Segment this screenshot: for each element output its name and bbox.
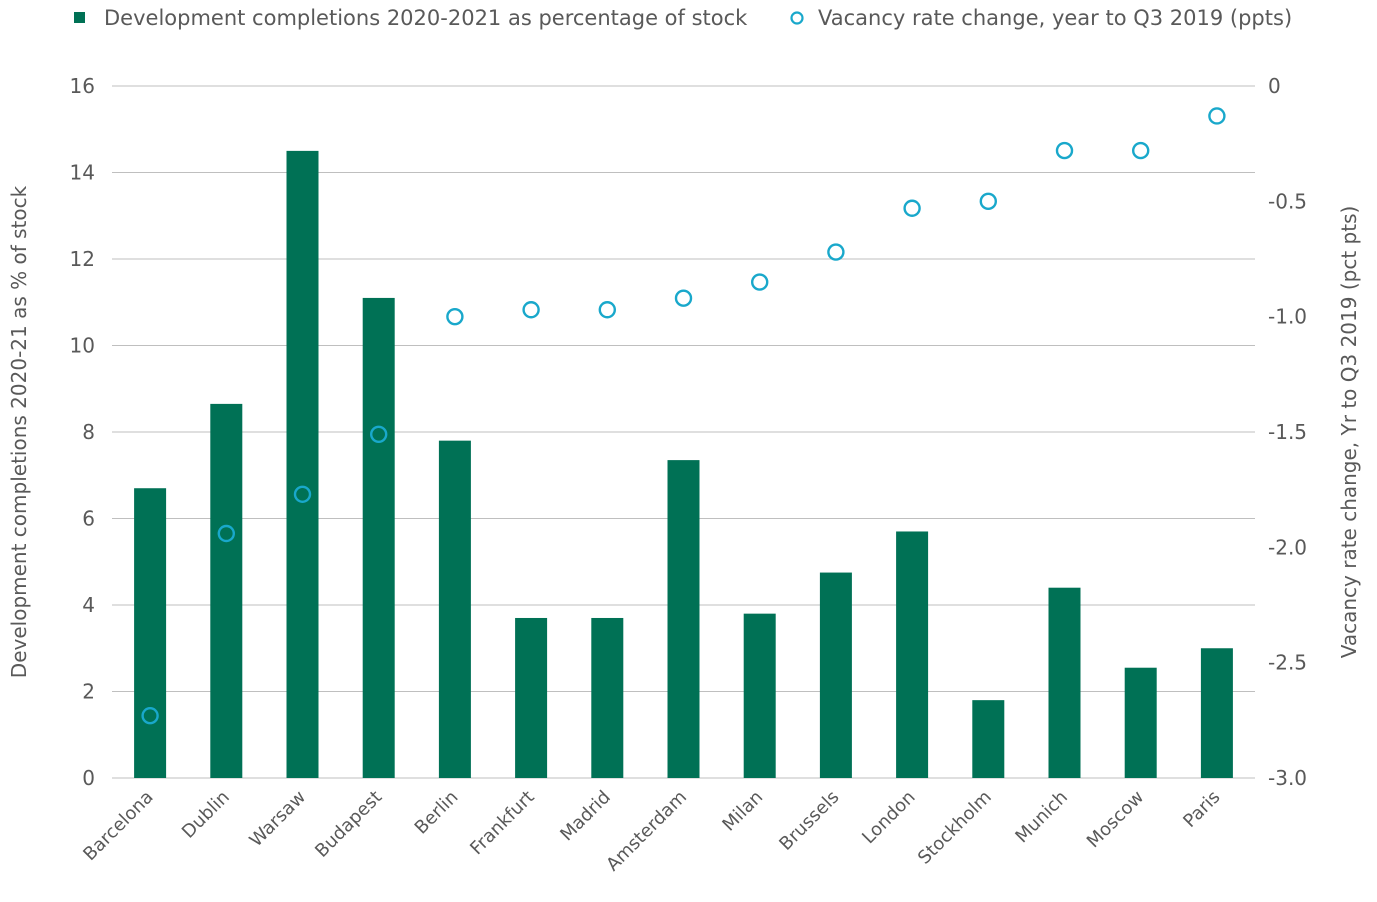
category-label: Stockholm: [914, 787, 996, 869]
point-milan: [751, 273, 769, 291]
point-berlin: [446, 307, 464, 326]
bar-dublin: [210, 403, 243, 778]
right-axis-tick-label: -1.0: [1268, 305, 1307, 329]
point-frankfurt: [522, 301, 540, 319]
bar-budapest: [362, 297, 395, 778]
left-axis-tick-label: 8: [82, 420, 95, 444]
bar-brussels: [819, 572, 852, 778]
left-axis-tick-label: 4: [82, 593, 95, 617]
category-label: Madrid: [556, 787, 615, 846]
point-amsterdam: [674, 289, 693, 307]
category-label: Munich: [1011, 787, 1072, 848]
bar-warsaw: [286, 150, 319, 778]
category-label: Budapest: [311, 787, 386, 862]
category-label: Berlin: [411, 787, 463, 839]
right-axis-tick-label: 0: [1268, 74, 1281, 98]
point-dublin: [217, 524, 236, 543]
scatter-series: [141, 107, 1226, 725]
right-axis-ticks: 0 -0.5 -1.0 -1.5 -2.0 -2.5 -3.0: [1268, 74, 1307, 790]
left-axis-title: Development completions 2020-21 as % of …: [7, 185, 31, 678]
category-label: Moscow: [1083, 787, 1148, 852]
category-label: Barcelona: [79, 787, 157, 865]
legend-label-bars: Development completions 2020-2021 as per…: [104, 6, 748, 30]
point-moscow: [1131, 141, 1150, 160]
category-label: Warsaw: [246, 787, 311, 852]
right-axis-tick-label: -2.5: [1268, 651, 1307, 675]
bar-moscow: [1124, 667, 1157, 778]
bar-berlin: [438, 440, 471, 778]
left-axis-tick-label: 10: [70, 334, 95, 358]
bar-london: [896, 531, 929, 778]
left-axis-tick-label: 0: [82, 766, 95, 790]
category-label: Frankfurt: [466, 787, 538, 859]
legend: Development completions 2020-2021 as per…: [74, 6, 1292, 30]
bar-frankfurt: [515, 617, 548, 778]
category-label: Amsterdam: [602, 787, 691, 876]
bar-stockholm: [972, 700, 1005, 778]
category-label: Paris: [1179, 787, 1224, 832]
point-munich: [1055, 141, 1074, 160]
category-label: Milan: [718, 787, 767, 836]
bar-madrid: [591, 617, 624, 778]
point-stockholm: [979, 192, 997, 211]
bar-paris: [1200, 648, 1233, 778]
bar-series: [134, 150, 1233, 778]
bar-milan: [743, 613, 776, 778]
left-axis-tick-label: 16: [70, 74, 95, 98]
left-axis-tick-label: 12: [70, 247, 95, 271]
point-barcelona: [141, 707, 159, 725]
point-budapest: [370, 425, 388, 444]
point-london: [903, 199, 921, 217]
category-label: Brussels: [775, 787, 843, 855]
bar-amsterdam: [667, 460, 700, 778]
legend-label-markers: Vacancy rate change, year to Q3 2019 (pp…: [818, 6, 1292, 30]
legend-swatch-marker: [790, 11, 804, 25]
category-label: Dublin: [178, 787, 234, 843]
point-warsaw: [293, 485, 312, 503]
point-madrid: [598, 301, 616, 319]
point-paris: [1208, 107, 1226, 125]
left-axis-tick-label: 14: [70, 161, 95, 185]
right-axis-tick-label: -0.5: [1268, 189, 1307, 213]
left-axis-tick-label: 2: [82, 680, 95, 704]
point-brussels: [827, 243, 845, 261]
bar-barcelona: [134, 488, 167, 778]
legend-swatch-bar: [74, 12, 85, 23]
left-axis-tick-label: 6: [82, 507, 95, 531]
category-labels: Barcelona Dublin Warsaw Budapest Berlin Frank…: [79, 787, 1224, 876]
right-axis-tick-label: -1.5: [1268, 420, 1307, 444]
right-axis-tick-label: -3.0: [1268, 766, 1307, 790]
category-label: London: [858, 787, 920, 849]
bar-munich: [1048, 587, 1081, 778]
right-axis-title: Vacancy rate change, Yr to Q3 2019 (pct …: [1337, 206, 1361, 659]
left-axis-ticks: 0 2 4 6 8 10 12 14 16: [70, 74, 95, 790]
right-axis-tick-label: -2.0: [1268, 535, 1307, 559]
